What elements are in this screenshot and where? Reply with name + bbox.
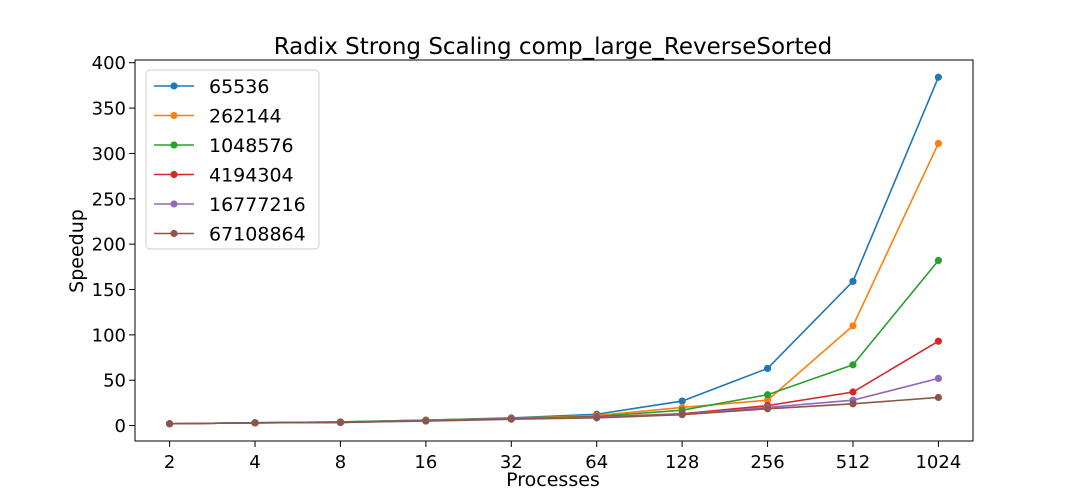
data-point [678, 411, 686, 419]
legend-label: 16777216 [209, 194, 306, 216]
series-67108864 [165, 393, 943, 428]
y-tick-label: 250 [92, 189, 126, 210]
y-tick-label: 150 [92, 280, 126, 301]
data-point [849, 322, 857, 330]
legend-item: 67108864 [154, 224, 306, 246]
data-point [763, 391, 772, 399]
data-point [678, 397, 686, 405]
series-line [169, 396, 939, 425]
x-tick-label: 32 [500, 452, 523, 473]
y-axis: 0 50 100 150 200 250 300 350 400 [92, 53, 135, 437]
legend-label: 4194304 [209, 165, 294, 187]
x-tick-label: 1024 [915, 452, 961, 473]
x-tick-label: 4 [249, 452, 260, 473]
legend-marker [170, 141, 178, 149]
data-point [763, 396, 772, 404]
legend-marker [170, 82, 178, 90]
y-tick-label: 50 [103, 371, 126, 392]
chart-title: Radix Strong Scaling comp_large_ReverseS… [274, 34, 833, 60]
legend-item: 262144 [154, 106, 282, 128]
series-16777216 [165, 374, 943, 428]
legend-marker [170, 111, 178, 120]
x-tick-label: 128 [665, 452, 699, 473]
data-point [934, 374, 943, 383]
y-tick-label: 400 [92, 53, 126, 74]
x-tick-label: 64 [585, 452, 608, 473]
y-tick-label: 350 [92, 99, 126, 120]
x-axis: 2 4 8 16 32 64 128 256 512 1024 [164, 441, 961, 473]
legend-label: 65536 [209, 76, 269, 98]
data-point [593, 414, 601, 422]
y-tick-label: 200 [92, 235, 126, 256]
legend: 65536 262144 1048576 4194304 16777216 6710886… [145, 69, 320, 250]
legend-item: 16777216 [154, 194, 306, 216]
data-point [251, 419, 259, 427]
legend-marker [170, 229, 178, 238]
data-point [849, 277, 857, 285]
data-point [422, 417, 430, 425]
series-4194304 [165, 337, 943, 428]
x-tick-label: 2 [164, 452, 175, 473]
data-point [507, 415, 515, 423]
x-tick-label: 512 [836, 452, 870, 473]
series-line [169, 259, 940, 425]
data-point [934, 139, 943, 148]
data-point [165, 420, 174, 428]
legend-marker [170, 170, 178, 179]
data-point [934, 393, 943, 402]
legend-label: 1048576 [209, 135, 294, 157]
legend-label: 262144 [209, 106, 282, 128]
data-point [934, 73, 943, 81]
legend-item: 1048576 [154, 135, 294, 157]
data-point [336, 418, 345, 427]
y-tick-label: 0 [115, 416, 126, 437]
y-tick-label: 100 [92, 325, 126, 346]
data-point [849, 361, 857, 369]
y-axis-label: Speedup [66, 209, 88, 293]
data-point [849, 388, 857, 396]
data-point [934, 256, 943, 265]
series-line [169, 340, 939, 425]
legend-label: 67108864 [209, 224, 306, 246]
series-layer [165, 73, 943, 428]
data-point [763, 364, 772, 373]
legend-marker [170, 200, 178, 208]
x-tick-label: 16 [414, 452, 437, 473]
data-point [763, 405, 772, 413]
x-tick-label: 256 [750, 452, 784, 473]
x-axis-label: Processes [506, 469, 600, 491]
data-point [934, 337, 943, 345]
legend-item: 4194304 [154, 165, 294, 187]
legend-item: 65536 [154, 76, 269, 98]
y-tick-label: 300 [92, 144, 126, 165]
data-point [849, 400, 857, 408]
x-tick-label: 8 [335, 452, 346, 473]
plot-area-frame [134, 59, 974, 442]
